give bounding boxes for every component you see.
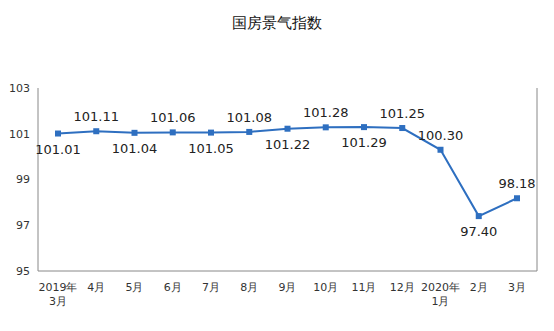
svg-text:5月: 5月 — [126, 281, 144, 294]
svg-text:2019年: 2019年 — [39, 281, 78, 294]
svg-text:100.30: 100.30 — [418, 128, 464, 143]
svg-text:7月: 7月 — [202, 281, 220, 294]
svg-text:10月: 10月 — [313, 281, 338, 294]
svg-text:101.01: 101.01 — [35, 142, 81, 157]
svg-text:101.08: 101.08 — [227, 110, 273, 125]
svg-text:101.25: 101.25 — [380, 106, 426, 121]
svg-text:101: 101 — [9, 128, 30, 141]
svg-text:1月: 1月 — [432, 295, 450, 308]
svg-text:101.29: 101.29 — [341, 135, 387, 150]
svg-text:99: 99 — [16, 173, 30, 186]
svg-text:6月: 6月 — [164, 281, 182, 294]
svg-text:3月: 3月 — [508, 281, 526, 294]
svg-text:95: 95 — [16, 265, 30, 278]
svg-text:8月: 8月 — [240, 281, 258, 294]
svg-text:101.04: 101.04 — [112, 141, 158, 156]
svg-text:101.22: 101.22 — [265, 137, 311, 152]
svg-text:3月: 3月 — [49, 295, 67, 308]
svg-text:12月: 12月 — [390, 281, 415, 294]
svg-text:101.06: 101.06 — [150, 110, 196, 125]
svg-text:101.28: 101.28 — [303, 105, 349, 120]
svg-text:4月: 4月 — [87, 281, 105, 294]
svg-text:101.05: 101.05 — [188, 141, 234, 156]
svg-text:2020年: 2020年 — [421, 281, 460, 294]
svg-text:97.40: 97.40 — [460, 224, 497, 239]
svg-text:101.11: 101.11 — [74, 109, 120, 124]
svg-text:103: 103 — [9, 82, 30, 95]
html-text:国房景气指数: 国房景气指数 — [232, 14, 322, 32]
svg-text:98.18: 98.18 — [498, 176, 535, 191]
svg-text:97: 97 — [16, 219, 30, 232]
svg-text:9月: 9月 — [279, 281, 297, 294]
svg-text:11月: 11月 — [352, 281, 377, 294]
svg-text:2月: 2月 — [470, 281, 488, 294]
